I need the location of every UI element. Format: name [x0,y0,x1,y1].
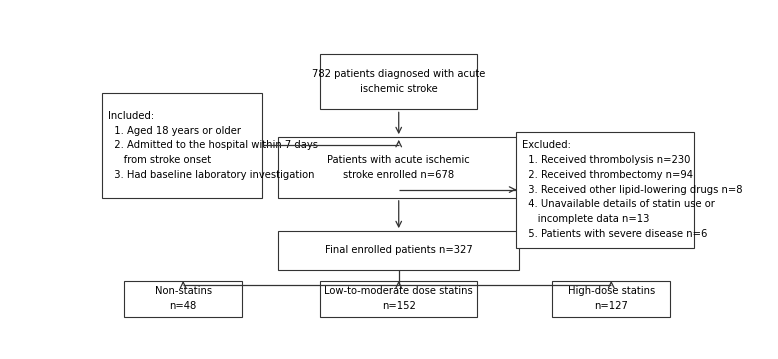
Text: Low-to-moderate dose statins
n=152: Low-to-moderate dose statins n=152 [324,286,473,311]
Bar [102,93,262,198]
Text: Excluded:
  1. Received thrombolysis n=230
  2. Received thrombectomy n=94
  3. : Excluded: 1. Received thrombolysis n=230… [522,140,743,239]
Bar [552,281,670,317]
Text: Final enrolled patients n=327: Final enrolled patients n=327 [325,246,472,255]
Text: Patients with acute ischemic
stroke enrolled n=678: Patients with acute ischemic stroke enro… [328,155,470,180]
Bar [517,131,694,248]
Bar [279,137,520,198]
Text: Non-statins
n=48: Non-statins n=48 [155,286,212,311]
Bar [321,54,477,109]
Bar [321,281,477,317]
Bar [279,231,520,270]
Text: 782 patients diagnosed with acute
ischemic stroke: 782 patients diagnosed with acute ischem… [312,69,485,94]
Bar [124,281,242,317]
Text: High-dose statins
n=127: High-dose statins n=127 [568,286,655,311]
Text: Included:
  1. Aged 18 years or older
  2. Admitted to the hospital within 7 day: Included: 1. Aged 18 years or older 2. A… [108,111,318,180]
